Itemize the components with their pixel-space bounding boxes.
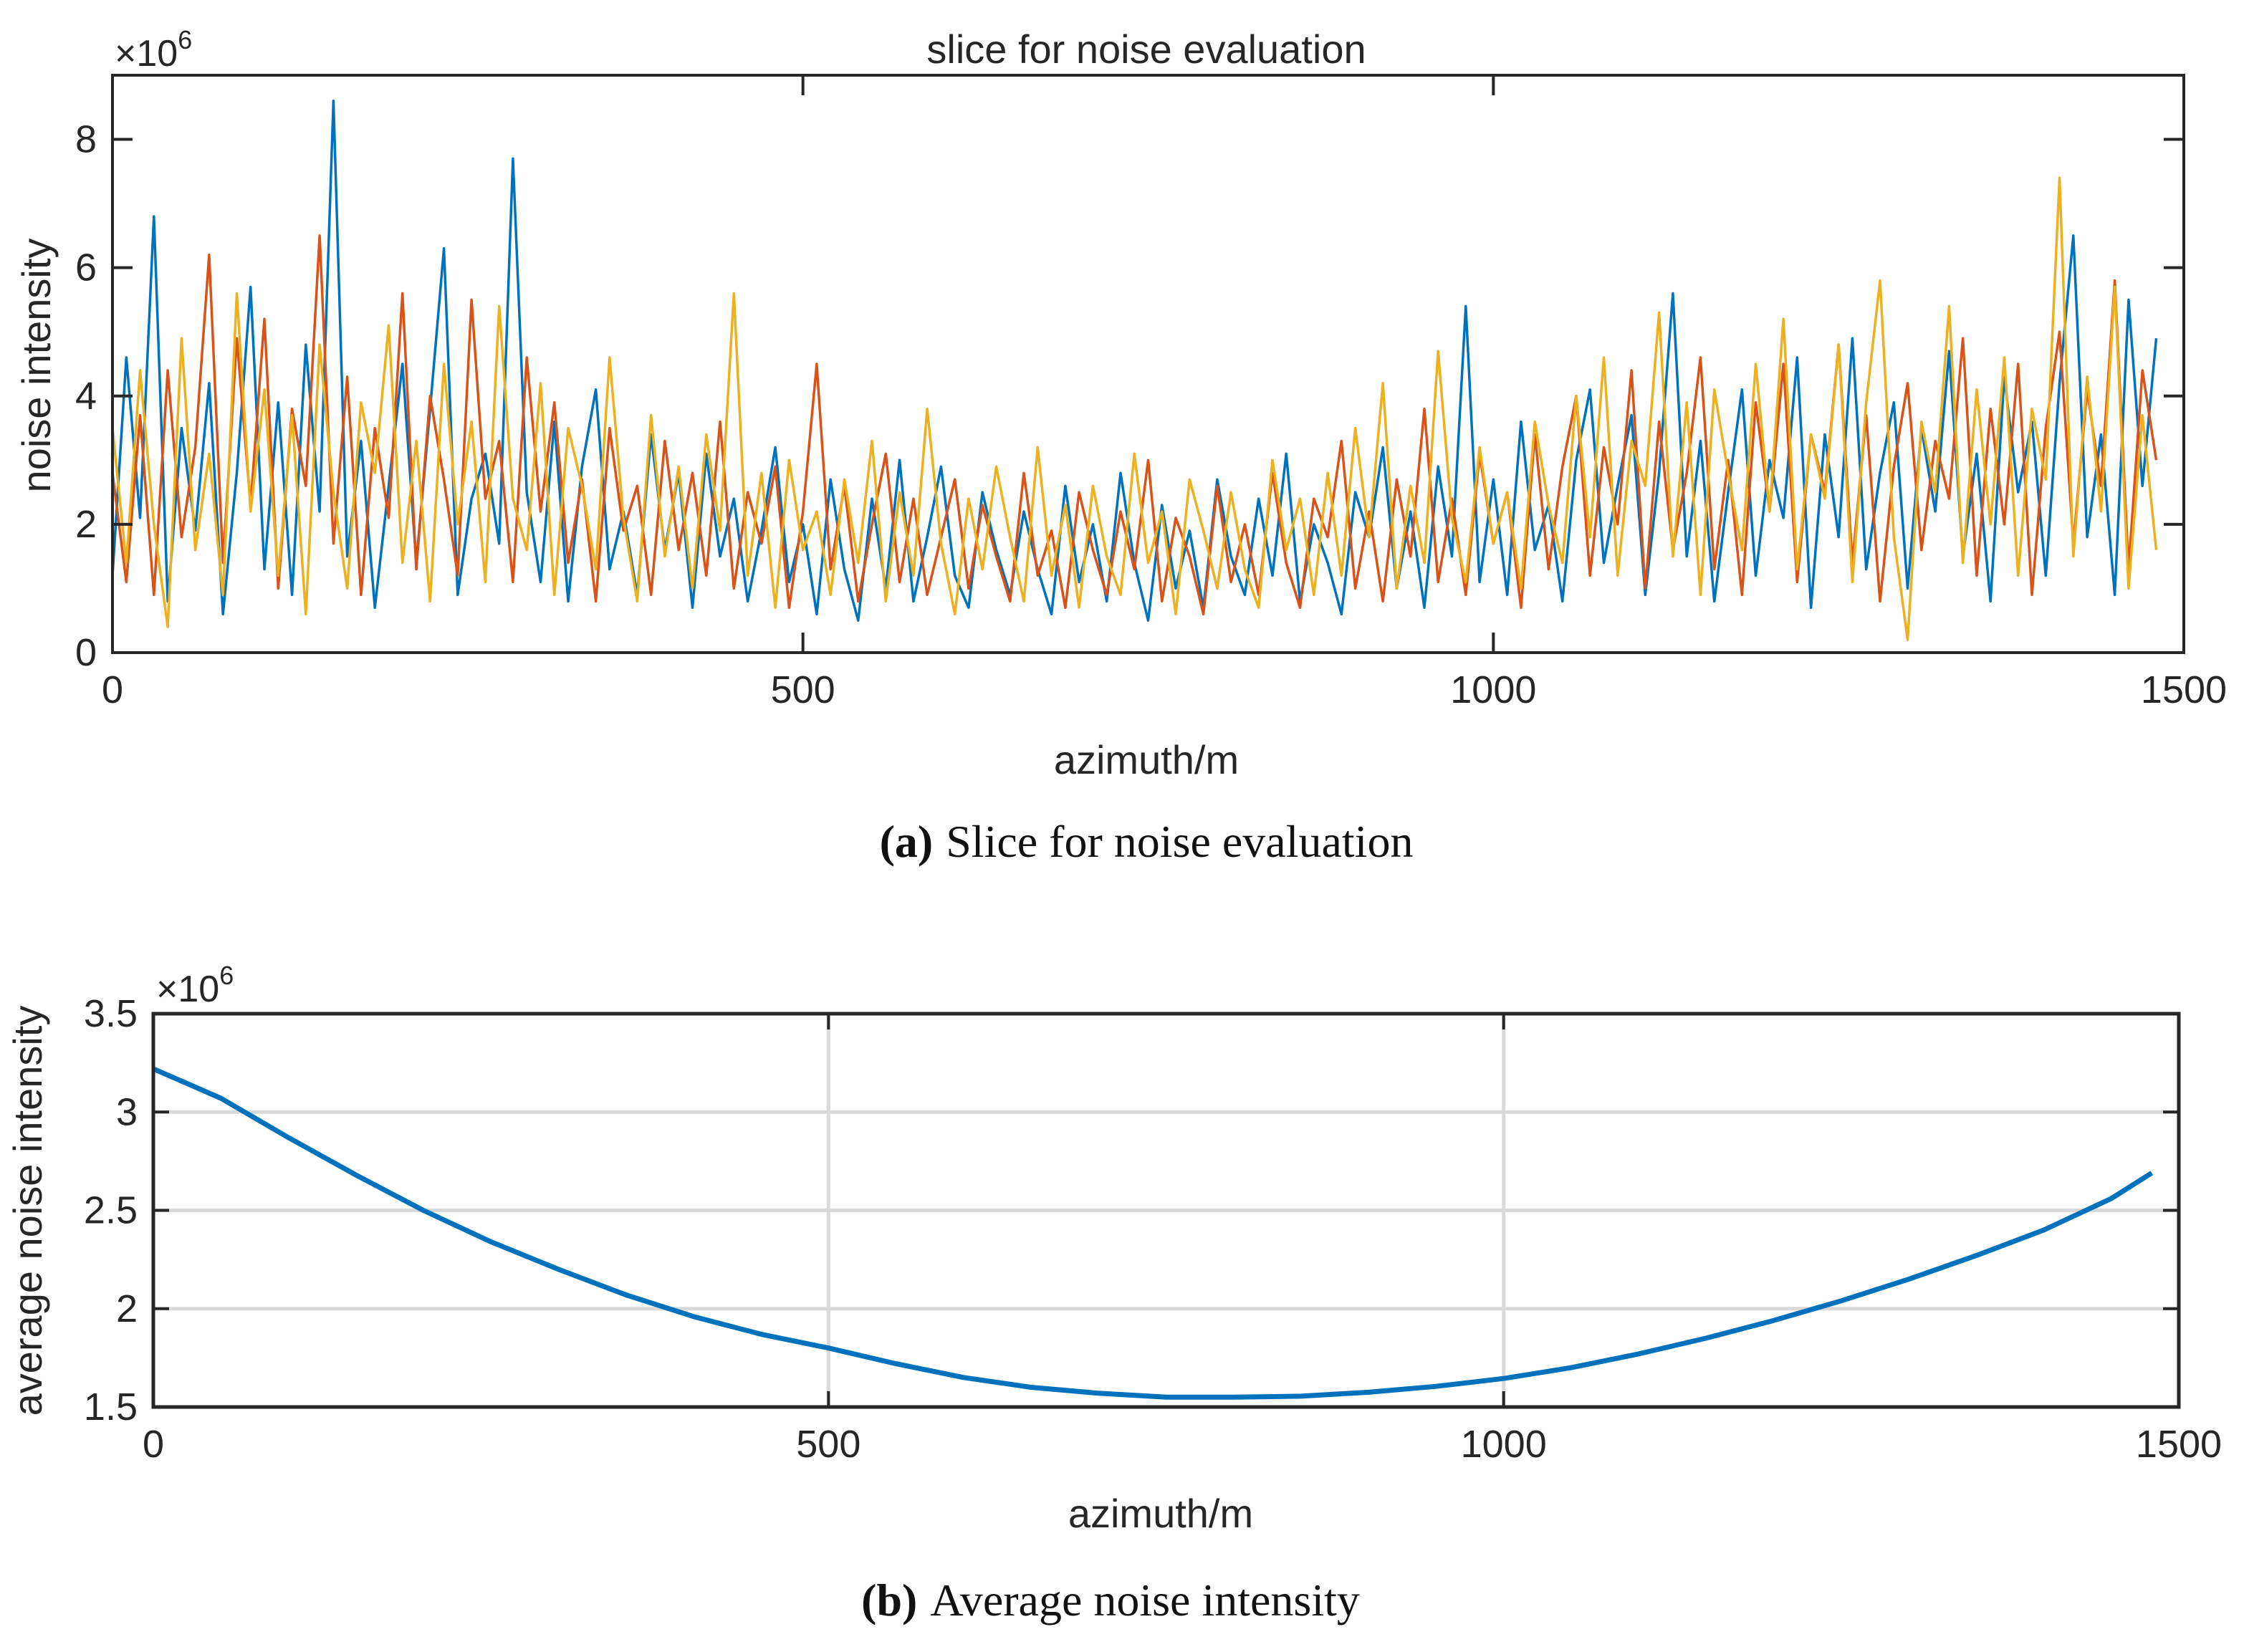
panel-b-gridlines <box>153 1014 2179 1407</box>
x-tick-label: 1000 <box>1450 668 1536 711</box>
panel-b-series-group <box>152 1066 2154 1400</box>
x-tick-label: 1500 <box>2136 1423 2222 1466</box>
panel-a-x-axis-label: azimuth/m <box>1054 737 1239 782</box>
series-line-3 <box>111 176 2158 641</box>
x-tick-label: 0 <box>143 1423 164 1466</box>
panel-b-ticks: 0 500 1000 1500 1.5 2 2.5 3 3.5 <box>84 992 2222 1466</box>
panel-b-caption-letter: (b) <box>861 1575 917 1625</box>
y-tick-label: 3.5 <box>84 992 138 1035</box>
panel-a-exponent-label: ×106 <box>115 25 192 75</box>
panel-a-exponent-base: ×10 <box>115 33 178 75</box>
y-tick-label: 2 <box>116 1287 138 1330</box>
panel-a-ticks: 0 500 1000 1500 0 2 4 6 8 <box>75 75 2227 711</box>
y-tick-label: 2 <box>75 503 97 546</box>
x-tick-label: 500 <box>796 1423 860 1466</box>
panel-b-chart: 0 500 1000 1500 1.5 2 2.5 3 3.5 ×106 azimuth/m a… <box>5 961 2222 1536</box>
panel-b-exponent-label: ×106 <box>156 961 234 1010</box>
panel-a-title: slice for noise evaluation <box>926 27 1366 72</box>
y-tick-label: 3 <box>116 1090 138 1133</box>
panel-a-caption: (a) Slice for noise evaluation <box>880 816 1414 867</box>
y-tick-label: 4 <box>75 375 97 418</box>
panel-b-exponent-power: 6 <box>219 961 234 990</box>
y-tick-label: 1.5 <box>84 1386 138 1428</box>
panel-b-caption-text: Average noise intensity <box>930 1575 1360 1625</box>
y-tick-label: 8 <box>75 118 97 161</box>
x-tick-label: 500 <box>771 668 835 711</box>
panel-b-y-axis-label: average noise intensity <box>5 1006 50 1416</box>
x-tick-label: 1000 <box>1461 1423 1547 1466</box>
panel-a-exponent-power: 6 <box>178 25 192 54</box>
panel-b-caption: (b) Average noise intensity <box>861 1575 1360 1625</box>
y-tick-label: 6 <box>75 246 97 289</box>
series-line-1 <box>152 1066 2154 1400</box>
panel-a-caption-letter: (a) <box>880 816 934 867</box>
panel-b-x-axis-label: azimuth/m <box>1068 1491 1253 1536</box>
panel-a-series-group <box>111 100 2158 641</box>
panel-a-chart: 0 500 1000 1500 0 2 4 6 8 slice for noise evalua… <box>14 25 2227 782</box>
x-tick-label: 1500 <box>2141 668 2227 711</box>
panel-a-plot-frame <box>111 74 2185 654</box>
panel-b-exponent-base: ×10 <box>156 969 219 1010</box>
y-tick-label: 2.5 <box>84 1189 138 1232</box>
y-tick-label: 0 <box>75 631 97 674</box>
panel-a-caption-text: Slice for noise evaluation <box>946 816 1413 867</box>
panel-a-y-axis-label: noise intensity <box>14 239 59 493</box>
x-tick-label: 0 <box>102 668 123 711</box>
